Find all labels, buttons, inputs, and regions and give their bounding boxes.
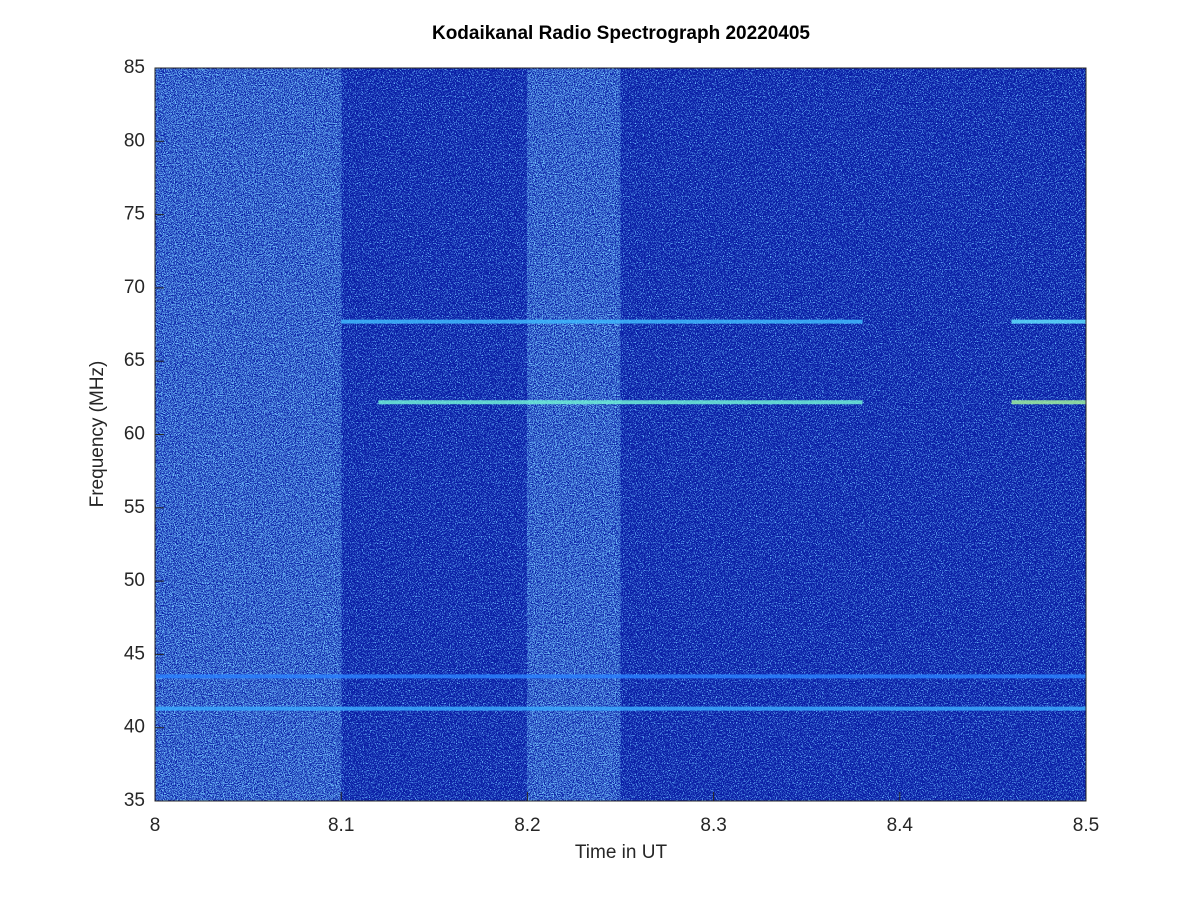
x-tick-label: 8.1 — [328, 815, 354, 836]
y-tick-label: 75 — [124, 204, 145, 225]
bright-region — [527, 68, 621, 801]
bright-region — [155, 68, 342, 801]
y-tick-label: 50 — [124, 570, 145, 591]
y-tick-label: 85 — [124, 57, 145, 78]
x-tick-label: 8.4 — [887, 815, 914, 836]
y-tick-label: 55 — [124, 497, 145, 518]
y-tick-label: 45 — [124, 643, 145, 664]
x-axis-label: Time in UT — [575, 842, 668, 863]
y-tick-label: 80 — [124, 130, 145, 151]
y-tick-label: 70 — [124, 277, 145, 298]
y-tick-label: 65 — [124, 350, 145, 371]
y-tick-label: 60 — [124, 424, 145, 445]
y-tick-label: 35 — [124, 790, 145, 811]
y-tick-label: 40 — [124, 717, 145, 738]
x-tick-label: 8.5 — [1073, 815, 1099, 836]
y-axis-label: Frequency (MHz) — [87, 361, 108, 508]
x-tick-label: 8.3 — [700, 815, 726, 836]
x-tick-label: 8.2 — [514, 815, 540, 836]
x-tick-label: 8 — [150, 815, 161, 836]
chart-title: Kodaikanal Radio Spectrograph 20220405 — [432, 23, 810, 44]
